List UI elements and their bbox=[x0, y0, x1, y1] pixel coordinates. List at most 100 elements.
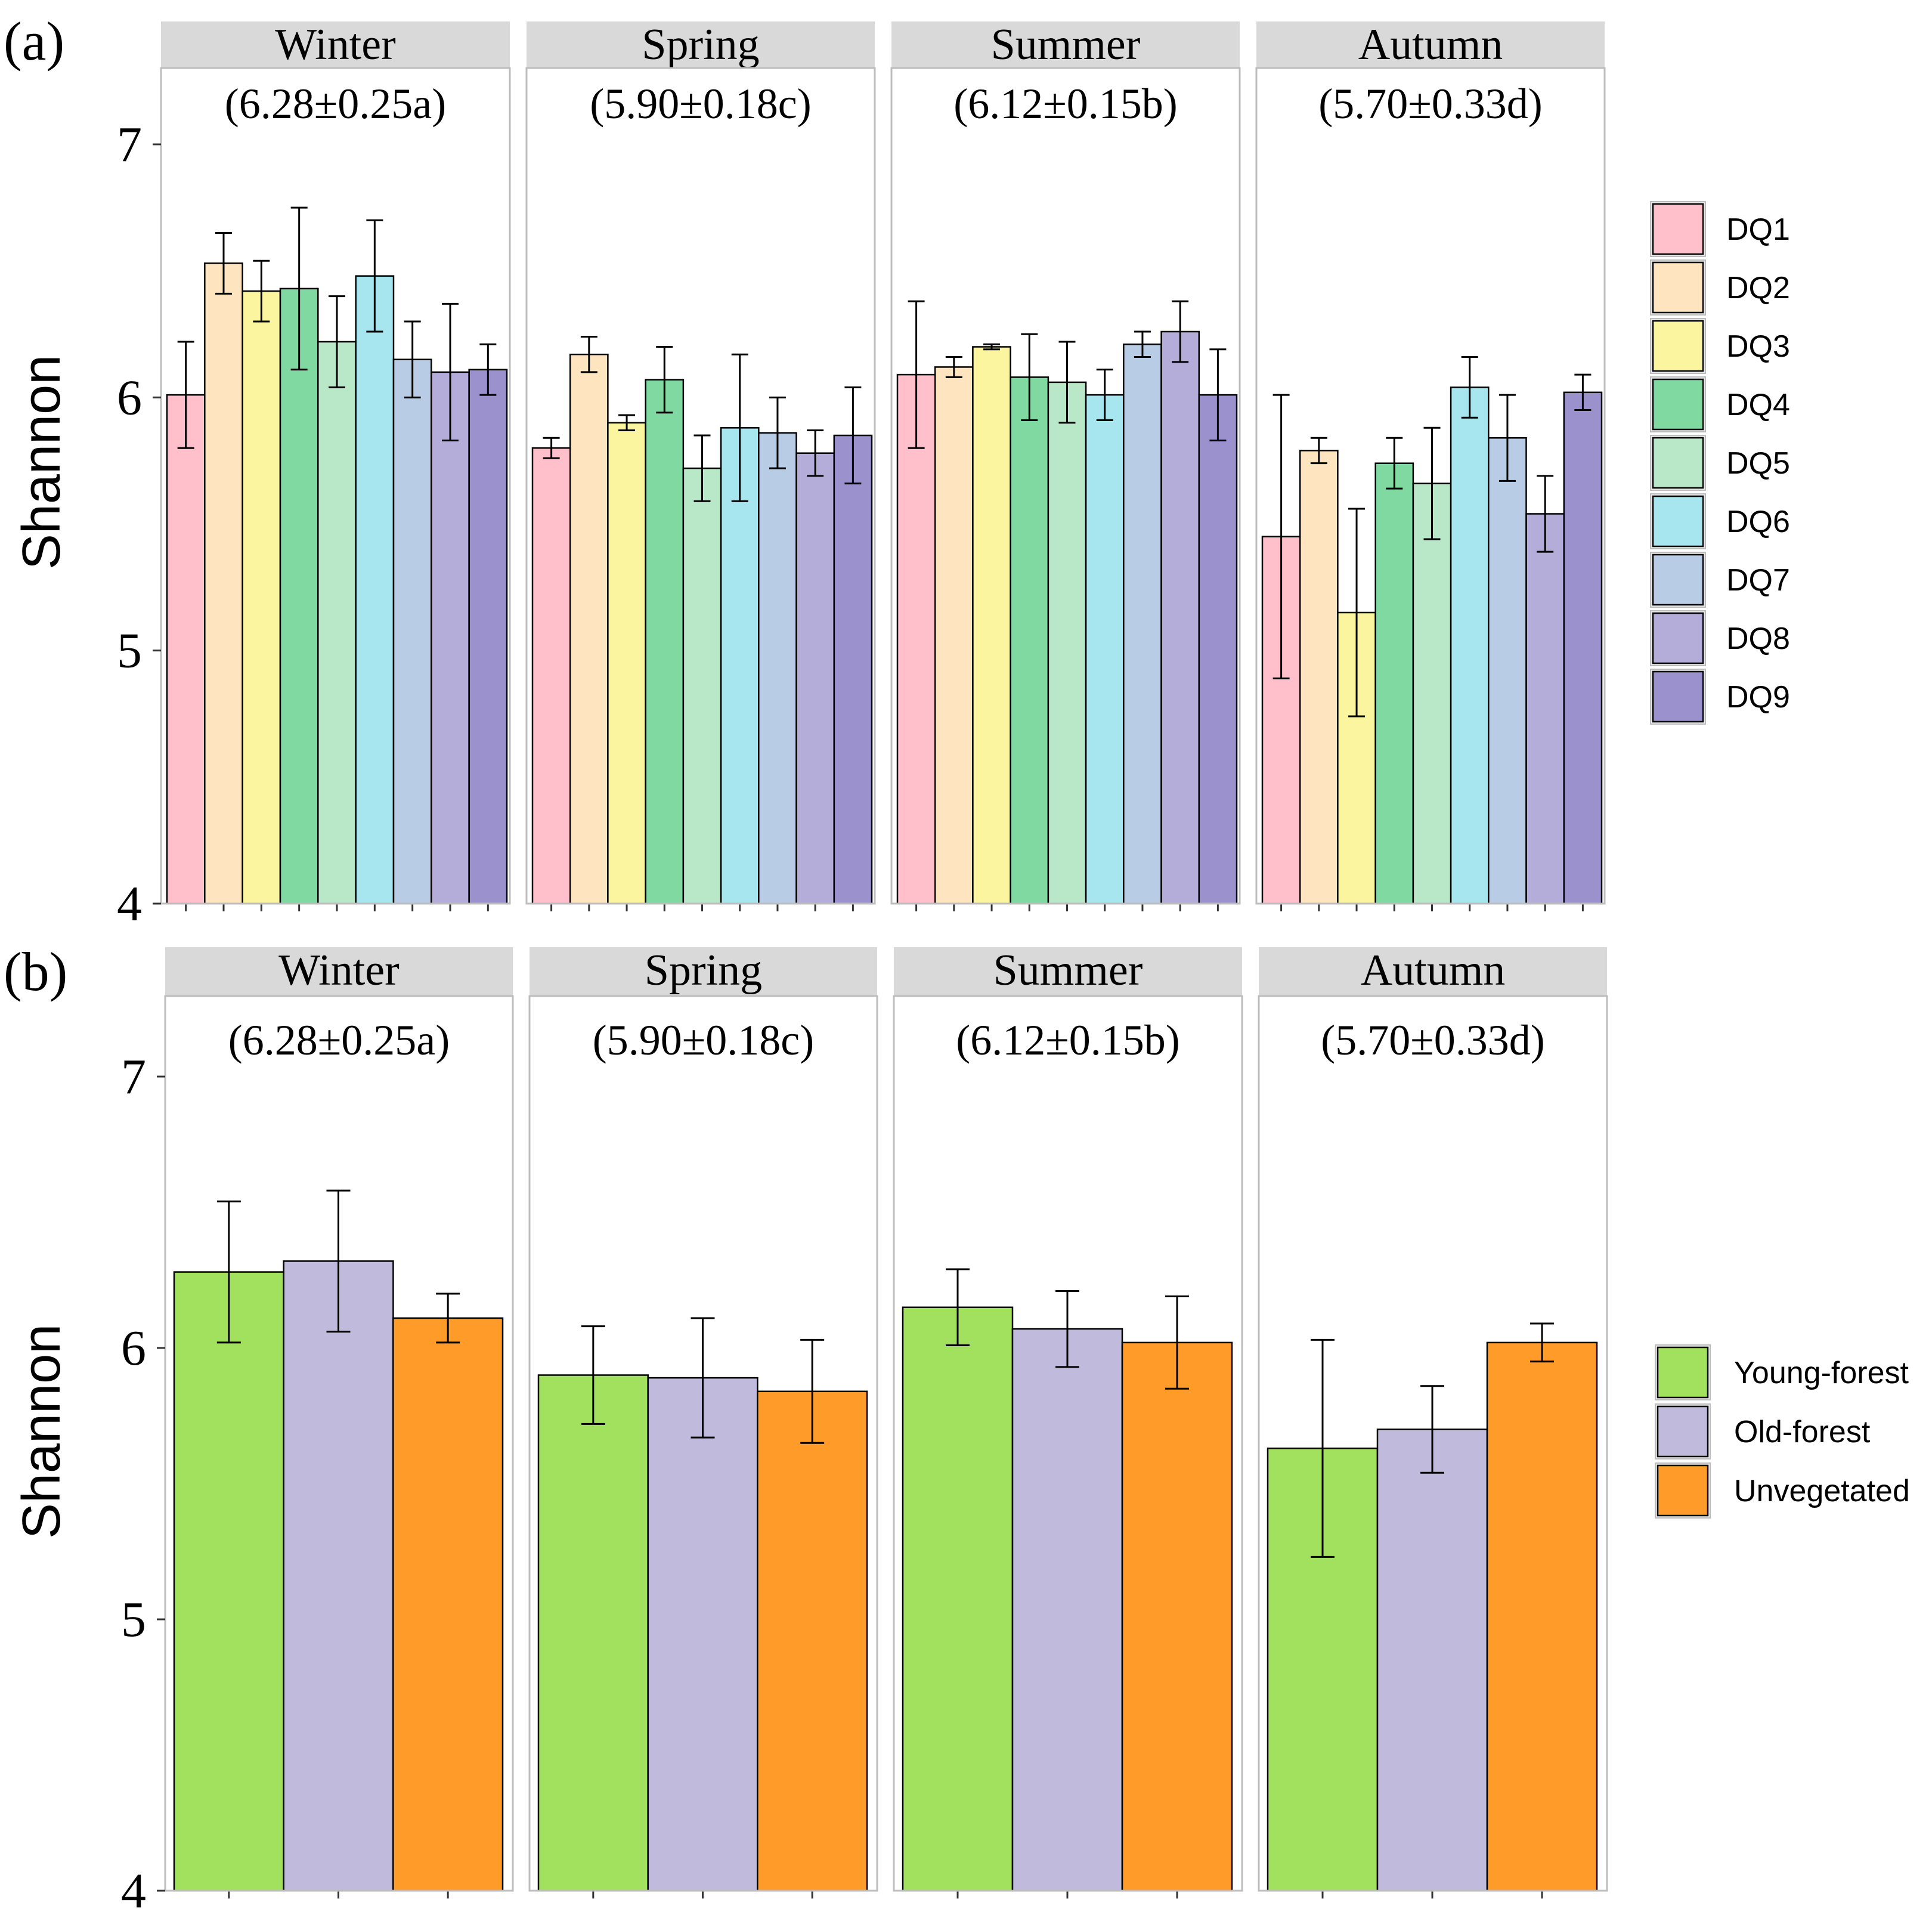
legend-swatch-young-forest bbox=[1657, 1346, 1709, 1399]
facet-strip-label: Spring bbox=[642, 20, 759, 69]
bar-dq2 bbox=[569, 353, 609, 905]
bar-dq3 bbox=[972, 346, 1011, 905]
legend-label: DQ9 bbox=[1726, 680, 1790, 715]
facet-border bbox=[528, 995, 878, 1892]
facet-border bbox=[1258, 995, 1608, 1892]
facet-border bbox=[525, 67, 876, 905]
y-tick-label: 6 bbox=[121, 1321, 146, 1376]
legend-label: DQ7 bbox=[1726, 563, 1790, 598]
facet-border bbox=[160, 67, 511, 905]
bar-young-forest bbox=[537, 1374, 649, 1892]
facet-annotation: (5.90±0.18c) bbox=[590, 80, 811, 128]
legend-swatch-old-forest bbox=[1657, 1405, 1709, 1458]
bar-dq6 bbox=[355, 275, 395, 905]
legend-label: Young-forest bbox=[1734, 1356, 1909, 1390]
legend-label: Old-forest bbox=[1734, 1415, 1871, 1449]
legend-swatch-dq9 bbox=[1652, 670, 1704, 723]
facet-border bbox=[893, 995, 1243, 1892]
bar-dq3 bbox=[242, 290, 281, 905]
facet-annotation: (5.90±0.18c) bbox=[593, 1016, 814, 1064]
facet-annotation: (6.12±0.15b) bbox=[953, 80, 1177, 128]
bar-old-forest bbox=[647, 1377, 758, 1892]
legend-swatch-dq2 bbox=[1652, 261, 1704, 314]
legend-swatch-dq6 bbox=[1652, 495, 1704, 548]
legend-label: DQ4 bbox=[1726, 388, 1790, 422]
facet-border bbox=[890, 67, 1241, 905]
legend-swatch-dq5 bbox=[1652, 437, 1704, 489]
bar-dq1 bbox=[531, 447, 571, 905]
bar-dq8 bbox=[1525, 513, 1565, 905]
bar-dq9 bbox=[468, 369, 508, 905]
facet-annotation: (6.28±0.25a) bbox=[225, 80, 446, 128]
facet-strip bbox=[530, 947, 877, 996]
y-tick-label: 7 bbox=[121, 1049, 146, 1105]
bar-dq1 bbox=[896, 373, 936, 905]
bar-dq4 bbox=[1010, 376, 1049, 905]
bar-dq8 bbox=[1160, 330, 1200, 905]
bar-dq5 bbox=[1412, 483, 1452, 905]
bar-dq2 bbox=[204, 262, 243, 905]
facet-annotation: (6.12±0.15b) bbox=[956, 1016, 1179, 1064]
legend-swatch-dq1 bbox=[1652, 203, 1704, 255]
legend-swatch-dq8 bbox=[1652, 612, 1704, 664]
legend-label: DQ1 bbox=[1726, 212, 1790, 247]
facet-strip bbox=[894, 947, 1242, 996]
facet-strip-label: Summer bbox=[993, 946, 1143, 995]
legend-swatch-dq4 bbox=[1652, 378, 1704, 431]
panel-label-a: (a) bbox=[4, 11, 64, 72]
bar-dq6 bbox=[1085, 394, 1125, 905]
bar-dq8 bbox=[795, 452, 835, 905]
legend-swatch-unvegetated bbox=[1657, 1464, 1709, 1517]
facet-strip-label: Spring bbox=[645, 946, 762, 995]
facet-strip bbox=[165, 947, 513, 996]
bar-dq9 bbox=[1198, 394, 1238, 905]
y-axis-label: Shannon bbox=[12, 1324, 72, 1539]
bar-old-forest bbox=[1376, 1428, 1488, 1892]
facet-annotation: (5.70±0.33d) bbox=[1318, 80, 1542, 128]
bar-unvegetated bbox=[1486, 1341, 1598, 1892]
legend-label: DQ6 bbox=[1726, 505, 1790, 539]
bar-dq6 bbox=[720, 427, 760, 905]
facet-strip-label: Winter bbox=[275, 20, 396, 69]
bar-dq4 bbox=[279, 287, 319, 905]
legend-label: DQ3 bbox=[1726, 329, 1790, 364]
legend-swatch-dq3 bbox=[1652, 320, 1704, 372]
bar-dq5 bbox=[317, 341, 357, 905]
bar-old-forest bbox=[283, 1260, 394, 1892]
y-tick-label: 7 bbox=[117, 117, 142, 172]
facet-border bbox=[164, 995, 514, 1892]
bar-dq3 bbox=[607, 422, 646, 905]
legend-label: DQ2 bbox=[1726, 271, 1790, 305]
y-tick-label: 6 bbox=[117, 370, 142, 425]
bar-dq7 bbox=[392, 358, 432, 905]
legend-label: Unvegetated bbox=[1734, 1474, 1910, 1508]
bar-young-forest bbox=[173, 1271, 284, 1892]
facet-strip-label: Summer bbox=[991, 20, 1141, 69]
bar-old-forest bbox=[1011, 1328, 1123, 1892]
y-tick-label: 4 bbox=[117, 876, 142, 932]
y-axis-label: Shannon bbox=[12, 355, 72, 570]
facet-strip bbox=[1256, 21, 1605, 68]
facet-annotation: (5.70±0.33d) bbox=[1321, 1016, 1544, 1064]
legend-label: DQ5 bbox=[1726, 446, 1790, 481]
bar-dq4 bbox=[1374, 462, 1414, 905]
legend-swatch-dq7 bbox=[1652, 553, 1704, 606]
bar-unvegetated bbox=[1121, 1341, 1233, 1892]
bar-dq9 bbox=[1563, 391, 1603, 905]
facet-strip bbox=[161, 21, 510, 68]
bar-dq5 bbox=[682, 467, 722, 905]
y-tick-label: 5 bbox=[117, 623, 142, 679]
bar-dq7 bbox=[758, 432, 797, 905]
y-tick-label: 4 bbox=[121, 1863, 146, 1911]
panel-label-b: (b) bbox=[4, 941, 67, 1002]
bar-dq9 bbox=[833, 434, 873, 905]
bar-young-forest bbox=[902, 1306, 1014, 1892]
chart-panel-a: Winter (6.28±0.25a) Spring (5.90±0.18c) Summ… bbox=[12, 20, 1790, 932]
bar-dq5 bbox=[1047, 381, 1087, 905]
facet-strip-label: Winter bbox=[278, 946, 400, 995]
legend: DQ1 DQ2 DQ3 DQ4 DQ5 DQ6 DQ7 DQ8 DQ9 bbox=[1650, 201, 1790, 725]
bar-dq7 bbox=[1488, 437, 1527, 905]
facet-strip bbox=[891, 21, 1240, 68]
facet-strip-label: Autumn bbox=[1361, 946, 1506, 995]
